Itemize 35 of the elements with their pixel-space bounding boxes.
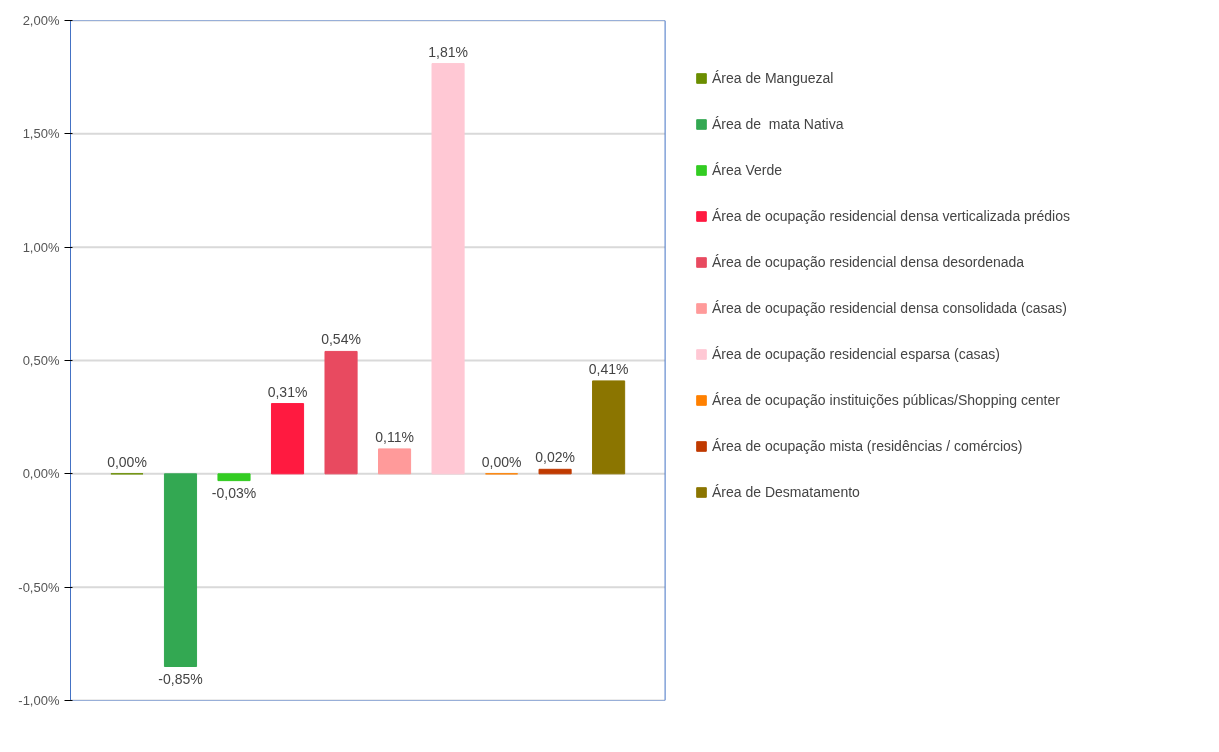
bar [324, 350, 358, 475]
legend-label: Área de ocupação mista (residências / comércios) [712, 438, 1023, 454]
data-label: -0,85% [158, 670, 203, 687]
data-label: 0,02% [535, 449, 575, 466]
y-tick-label: 1,00% [22, 239, 60, 255]
y-tick-label: -1,00% [18, 693, 60, 708]
bar [378, 448, 412, 475]
y-tick-label: 0,50% [22, 353, 60, 368]
bar [270, 403, 305, 475]
legend-label: Área de Desmatamento [712, 484, 860, 500]
y-tick-label: 2,00% [22, 13, 60, 28]
y-tick-label: -0,50% [18, 579, 60, 595]
data-label: 0,41% [588, 360, 629, 377]
bar [538, 468, 572, 475]
data-label: 0,11% [375, 428, 414, 445]
legend-label: Área de ocupação residencial esparsa (casas) [712, 346, 1000, 362]
y-tick-label: 0,00% [22, 466, 60, 482]
legend-label: Área de ocupação residencial densa verticalizada prédios [712, 208, 1070, 224]
bar [163, 473, 198, 667]
legend-label: Área Verde [712, 162, 783, 178]
data-label: 0,00% [481, 453, 522, 470]
legend-label: Área de Manguezal [712, 70, 834, 86]
y-tick-label: 1,50% [22, 126, 60, 142]
data-label: 0,31% [267, 383, 308, 400]
data-label: -0,03% [211, 484, 257, 501]
bar [592, 380, 626, 475]
bar [431, 63, 465, 475]
bar [217, 473, 251, 482]
legend-label: Área de mata Nativa [712, 116, 844, 132]
legend-label: Área de ocupação residencial densa consolidada (casas) [712, 300, 1067, 316]
data-label: 1,81% [428, 43, 468, 60]
data-label: 0,00% [107, 453, 147, 470]
legend-label: Área de ocupação instituições públicas/Shopping center [712, 392, 1060, 408]
legend-label: Área de ocupação residencial densa desordenada [712, 254, 1025, 270]
data-label: 0,54% [321, 331, 361, 348]
